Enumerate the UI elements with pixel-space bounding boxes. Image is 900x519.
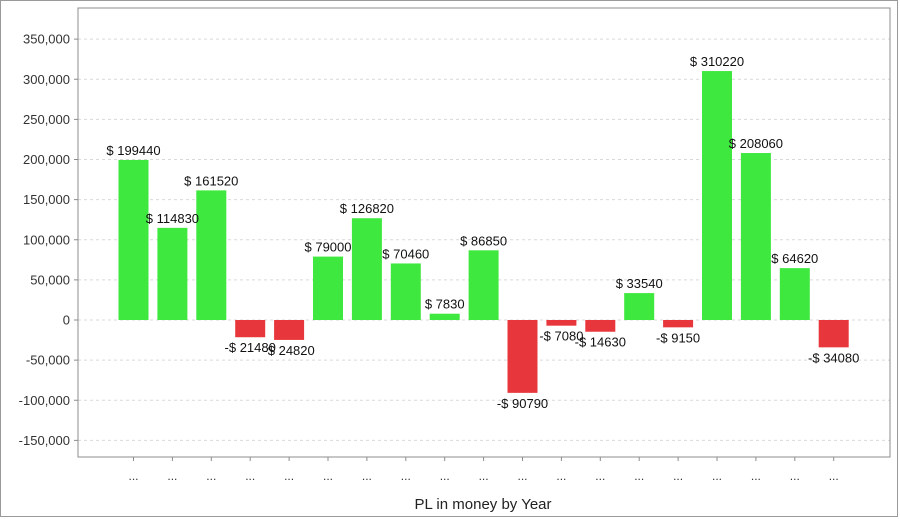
bar [196, 190, 227, 320]
x-tick-label: ... [440, 469, 450, 483]
bar [351, 218, 382, 320]
x-tick-label: ... [167, 469, 177, 483]
bar [507, 320, 538, 393]
bar [585, 320, 616, 332]
bar [740, 153, 771, 320]
data-label: $ 33540 [616, 276, 663, 291]
y-tick-label: -150,000 [19, 433, 70, 448]
x-tick-label: ... [712, 469, 722, 483]
bar [779, 268, 810, 320]
y-tick-label: 150,000 [23, 192, 70, 207]
data-label: -$ 24820 [263, 343, 314, 358]
data-label: $ 79000 [305, 240, 352, 255]
x-tick-label: ... [790, 469, 800, 483]
x-tick-label: ... [829, 469, 839, 483]
bar [429, 313, 460, 320]
y-tick-label: 100,000 [23, 232, 70, 247]
bars [118, 71, 849, 393]
x-tick-label: ... [595, 469, 605, 483]
bar [313, 256, 343, 320]
x-tick-label: ... [128, 469, 138, 483]
data-label: -$ 9150 [656, 330, 700, 345]
x-tick-label: ... [362, 469, 372, 483]
data-label: $ 208060 [729, 136, 783, 151]
x-tick-label: ... [284, 469, 294, 483]
y-tick-label: 300,000 [23, 72, 70, 87]
x-tick-label: ... [206, 469, 216, 483]
data-label: $ 114830 [146, 211, 199, 226]
x-tick-label: ... [634, 469, 644, 483]
y-tick-label: 350,000 [23, 32, 70, 47]
x-axis-title: PL in money by Year [414, 496, 551, 513]
y-tick-label: -50,000 [26, 353, 70, 368]
data-label: $ 199440 [106, 143, 160, 158]
x-tick-label: ... [673, 469, 683, 483]
data-label: $ 7830 [425, 297, 465, 312]
x-tick-label: ... [245, 469, 255, 483]
data-label: $ 70460 [382, 246, 429, 261]
y-tick-label: 250,000 [23, 112, 70, 127]
bar [274, 320, 305, 340]
data-label: -$ 90790 [497, 396, 548, 411]
data-label: -$ 7080 [539, 329, 583, 344]
bar [235, 320, 266, 338]
bar [624, 293, 655, 320]
y-tick-label: 0 [63, 313, 70, 328]
x-tick-label: ... [479, 469, 489, 483]
y-tick-label: 50,000 [30, 272, 70, 287]
x-tick-label: ... [323, 469, 333, 483]
data-label: -$ 34080 [808, 350, 859, 365]
data-label: $ 64620 [771, 251, 818, 266]
bar [118, 159, 149, 320]
x-tick-label: ... [751, 469, 761, 483]
y-tick-label: -100,000 [19, 393, 70, 408]
bar [818, 320, 849, 348]
bar [663, 320, 694, 328]
x-tick-label: ... [401, 469, 411, 483]
x-tick-label: ... [517, 469, 527, 483]
bar [546, 320, 577, 326]
data-label: -$ 14630 [575, 335, 626, 350]
bar [702, 71, 732, 320]
x-axis-ticks: ........................................… [128, 457, 839, 483]
data-labels: $ 199440 $ 114830 $ 161520 -$ 21480-$ 24820… [106, 54, 859, 411]
data-label: $ 310220 [690, 54, 744, 69]
data-label: -$ 21480 [225, 340, 276, 355]
data-label: $ 126820 [340, 201, 394, 216]
y-tick-label: 200,000 [23, 152, 70, 167]
bar [468, 250, 499, 320]
bar [157, 227, 188, 320]
bar [390, 263, 421, 320]
y-axis-ticks: 350,000 300,000 250,000 200,000 150,000 100,0… [19, 32, 78, 448]
data-label: $ 161520 [184, 173, 238, 188]
data-label: $ 86850 [460, 233, 507, 248]
x-tick-label: ... [556, 469, 566, 483]
